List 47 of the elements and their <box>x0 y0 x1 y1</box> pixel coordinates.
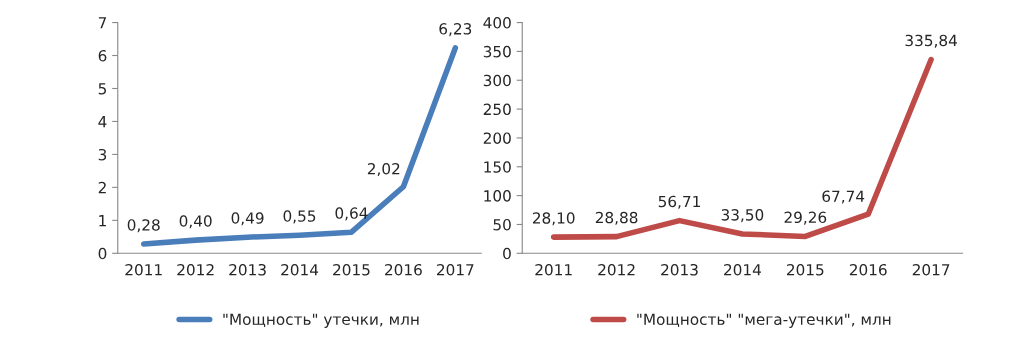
y-tick-label: 3 <box>98 148 107 161</box>
x-tick-label: 2015 <box>333 264 370 276</box>
x-tick-label: 2012 <box>177 264 214 276</box>
y-tick-label: 50 <box>493 218 511 231</box>
y-tick-label: 250 <box>483 103 511 116</box>
x-tick-label: 2017 <box>912 264 950 276</box>
y-tick-label: 300 <box>483 74 511 87</box>
data-label: 0,64 <box>335 207 368 221</box>
y-tick-label: 350 <box>483 45 511 58</box>
legend-label: "Мощность" утечки, млн <box>223 313 419 328</box>
y-tick-label: 400 <box>483 17 511 29</box>
legend-label: "Мощность" "мега-утечки", млн <box>637 313 891 328</box>
x-tick-label: 2013 <box>229 264 266 276</box>
y-tick-label: 200 <box>483 132 511 144</box>
x-tick-label: 2011 <box>535 264 572 276</box>
data-label: 2,02 <box>367 162 400 177</box>
x-tick-label: 2015 <box>786 264 824 276</box>
x-tick-label: 2014 <box>724 264 761 276</box>
x-tick-label: 2013 <box>661 264 698 276</box>
y-tick-label: 6 <box>98 49 107 62</box>
data-label: 0,49 <box>231 212 264 226</box>
x-tick-label: 2016 <box>385 264 422 276</box>
y-tick-label: 100 <box>484 190 511 202</box>
y-tick-label: 1 <box>99 215 106 227</box>
y-tick-label: 4 <box>98 116 107 128</box>
y-tick-label: 5 <box>98 83 107 95</box>
y-tick-label: 7 <box>98 17 107 29</box>
x-tick-label: 2011 <box>125 264 162 276</box>
y-tick-label: 2 <box>98 181 106 194</box>
y-tick-label: 0 <box>503 247 511 260</box>
data-label: 33,50 <box>721 209 764 223</box>
data-label: 0,40 <box>179 215 212 229</box>
x-tick-label: 2014 <box>281 264 319 276</box>
y-tick-label: 0 <box>98 247 107 260</box>
data-label: 28,10 <box>532 212 575 226</box>
data-label: 335,84 <box>905 34 957 48</box>
x-tick-label: 2012 <box>598 264 635 276</box>
data-label: 28,88 <box>595 211 638 225</box>
data-label: 56,71 <box>658 195 700 209</box>
x-tick-label: 2016 <box>849 264 887 276</box>
x-tick-label: 2017 <box>436 264 474 276</box>
y-tick-label: 150 <box>484 161 511 173</box>
data-label: 6,23 <box>439 23 472 37</box>
data-label: 67,74 <box>822 190 865 204</box>
data-label: 0,55 <box>283 210 316 224</box>
data-label: 0,28 <box>127 219 160 233</box>
data-label: 29,26 <box>784 211 827 225</box>
